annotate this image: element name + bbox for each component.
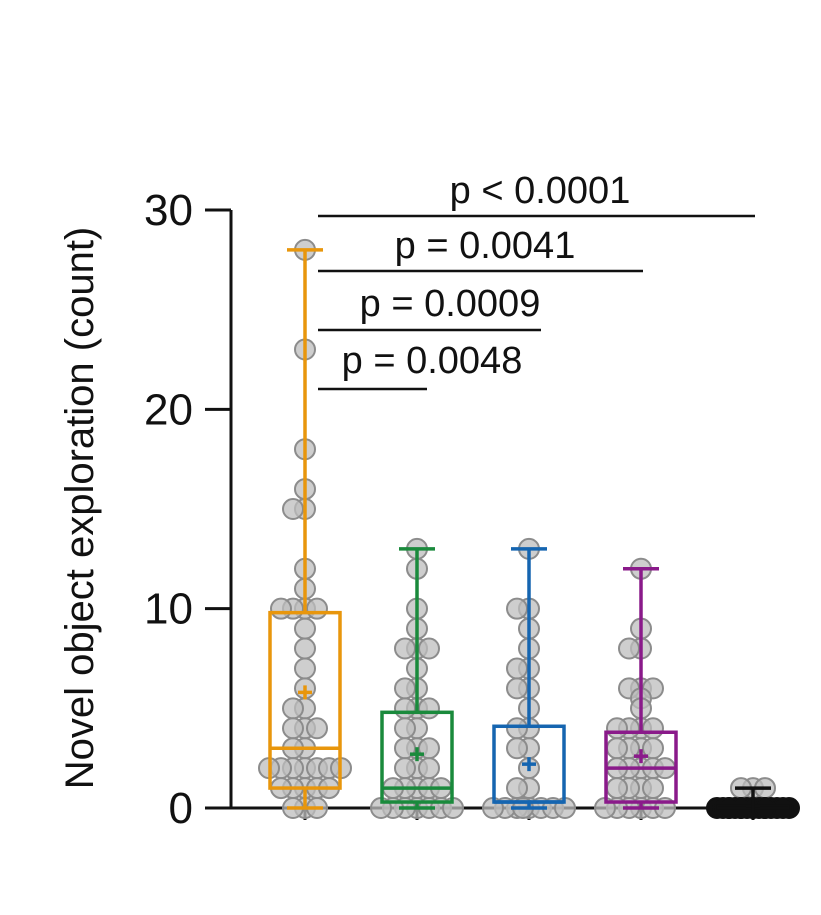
data-point <box>294 657 316 680</box>
data-point <box>282 498 304 520</box>
data-point <box>418 697 440 720</box>
y-axis-label: Novel object exploration (count) <box>58 227 102 790</box>
boxes <box>268 248 790 814</box>
data-point <box>618 637 640 660</box>
data-point <box>394 637 416 660</box>
data-point <box>418 637 440 660</box>
data-point <box>294 617 316 640</box>
comparison-label: p < 0.0001 <box>450 170 631 212</box>
data-point <box>642 717 664 740</box>
y-tick-label: 0 <box>169 784 193 833</box>
data-point <box>606 717 628 740</box>
data-point <box>418 757 440 780</box>
data-point <box>506 737 528 760</box>
box-group <box>716 786 790 814</box>
y-tick-label: 30 <box>144 186 193 235</box>
box-group <box>492 547 566 810</box>
comparison-label: p = 0.0009 <box>360 283 541 325</box>
data-point <box>270 597 292 620</box>
data-point <box>282 717 304 740</box>
data-point <box>394 717 416 740</box>
comparison-label: p = 0.0048 <box>342 340 523 382</box>
data-point <box>606 737 628 760</box>
data-point <box>394 697 416 720</box>
data-point <box>394 757 416 780</box>
data-point <box>506 777 528 800</box>
data-point <box>294 637 316 660</box>
box-group <box>268 248 342 810</box>
data-point <box>506 717 528 740</box>
data-point <box>506 677 528 700</box>
data-point <box>606 777 628 800</box>
data-point <box>642 777 664 800</box>
comparison-label: p = 0.0041 <box>395 225 576 267</box>
significance-brackets: p < 0.0001 p = 0.0041 p = 0.0009 p = 0.0048 <box>318 170 755 391</box>
data-point <box>306 717 328 740</box>
data-point <box>306 597 328 620</box>
y-tick-label: 20 <box>144 385 193 434</box>
data-point <box>506 597 528 620</box>
y-axis: 0 10 20 30 <box>144 186 233 833</box>
box-group <box>380 547 454 810</box>
data-point <box>282 697 304 720</box>
box-iqr <box>380 710 454 804</box>
data-point <box>394 677 416 700</box>
box-iqr <box>268 610 342 790</box>
y-tick-label: 10 <box>144 585 193 634</box>
box-group <box>604 567 678 810</box>
data-point <box>506 657 528 680</box>
